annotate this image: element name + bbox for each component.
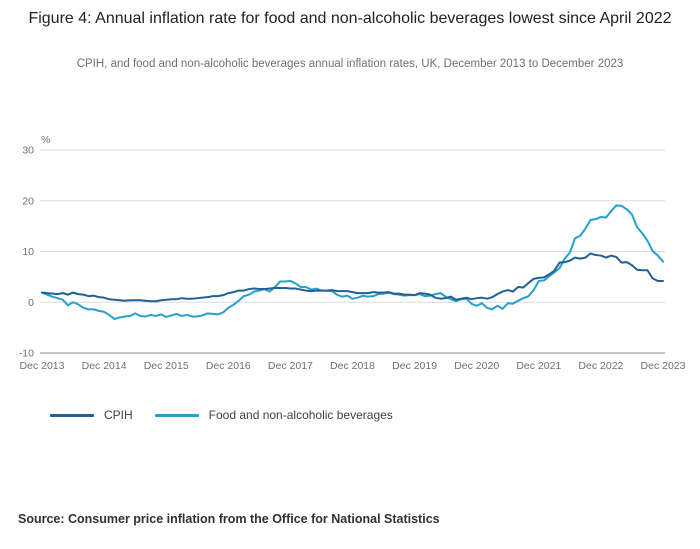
x-tick-label: Dec 2021 [516, 360, 561, 372]
y-tick-label: 0 [28, 297, 34, 309]
x-tick-label: Dec 2022 [578, 360, 623, 372]
food-line-swatch-icon [154, 413, 199, 417]
legend: CPIH Food and non-alcoholic beverages [50, 408, 393, 422]
legend-item-food: Food and non-alcoholic beverages [154, 408, 393, 422]
x-tick-label: Dec 2023 [641, 360, 686, 372]
x-tick-label: Dec 2019 [392, 360, 437, 372]
cpih-line-swatch-icon [50, 413, 94, 417]
chart-subtitle: CPIH, and food and non-alcoholic beverag… [76, 58, 624, 70]
x-tick-label: Dec 2020 [454, 360, 499, 372]
y-tick-label: 30 [22, 145, 34, 157]
x-tick-label: Dec 2017 [268, 360, 313, 372]
x-tick-label: Dec 2015 [144, 360, 189, 372]
series-line-food-and-non-alcoholic-beverages [41, 204, 664, 320]
y-axis-unit-label: % [41, 134, 50, 146]
x-tick-label: Dec 2013 [20, 360, 65, 372]
line-chart-plot-area: 30 20 10 0 -10% Dec 2013 Dec 2014 Dec 2015 Dec 2… [19, 134, 686, 372]
legend-label-food: Food and non-alcoholic beverages [208, 408, 393, 422]
chart-title: Figure 4: Annual inflation rate for food… [28, 10, 672, 27]
legend-label-cpih: CPIH [104, 408, 133, 422]
x-tick-label: Dec 2014 [82, 360, 127, 372]
x-tick-label: Dec 2018 [330, 360, 375, 372]
legend-item-cpih: CPIH [50, 408, 133, 422]
chart-source: Source: Consumer price inflation from th… [18, 512, 440, 526]
y-tick-label: 20 [22, 195, 34, 207]
x-tick-label: Dec 2016 [206, 360, 251, 372]
series-line-cpih [41, 252, 664, 303]
y-tick-label: -10 [19, 348, 34, 360]
y-tick-label: 10 [22, 246, 34, 258]
